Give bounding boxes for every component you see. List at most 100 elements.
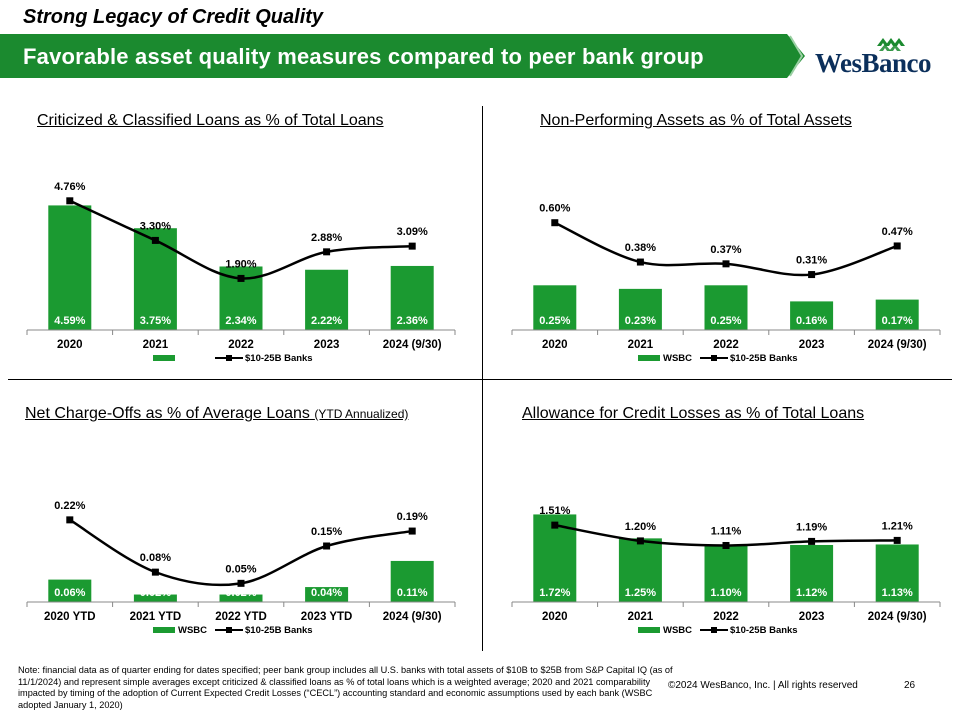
banner-chevron [789, 35, 804, 77]
bar [133, 594, 177, 602]
legend-label: WSBC [663, 353, 692, 364]
x-tick-label: 2021 [143, 339, 169, 351]
bar [875, 299, 919, 330]
chart-title-text: Allowance for Credit Losses as % of Tota… [522, 405, 865, 422]
line-marker [237, 274, 245, 282]
chart-net-charge-offs: 0.06% 0.02% 0.02% 0.04% 0.11% 2020 YTD 2021 YT… [26, 500, 456, 636]
line-data-label: 2.88% [311, 232, 342, 244]
bar [48, 579, 92, 602]
line-marker [66, 197, 74, 205]
line-data-label: 3.09% [397, 226, 428, 238]
bar-data-label: 0.25% [539, 315, 570, 327]
legend-label: WSBC [178, 625, 207, 636]
bar-data-label: 0.25% [710, 315, 741, 327]
line-marker [636, 537, 644, 545]
chart-title-criticized: Criticized & Classified Loans as % of To… [37, 112, 384, 130]
page-title: Favorable asset quality measures compare… [23, 44, 704, 69]
page-number: 26 [904, 680, 916, 691]
line-data-label: 1.11% [711, 525, 742, 537]
legend-swatch-marker [226, 627, 232, 633]
x-tick-label: 2024 (9/30) [868, 611, 927, 623]
chart-non-performing-assets: 0.25% 0.23% 0.25% 0.16% 0.17% 2020 2021 2022 202… [511, 203, 941, 364]
bar-data-label: 1.72% [539, 587, 570, 599]
legend-label: WSBC [663, 625, 692, 636]
chart-subtitle: (YTD Annualized) [314, 407, 409, 421]
line-data-label: 1.21% [882, 520, 913, 532]
bar-data-label: 0.11% [397, 587, 428, 599]
line-data-label: 1.20% [625, 521, 656, 533]
line-marker [551, 219, 559, 227]
legend-swatch-marker [226, 355, 232, 361]
bar [704, 285, 748, 330]
chart-title-text: Net Charge-Offs as % of Average Loans [25, 405, 310, 422]
bar [618, 288, 662, 330]
logo-mark-icon [877, 38, 905, 51]
x-tick-label: 2020 [542, 339, 568, 351]
bar-data-label: 0.04% [311, 587, 342, 599]
x-tick-label: 2023 YTD [301, 611, 353, 623]
line-data-label: 0.60% [539, 203, 570, 215]
line-marker [551, 521, 559, 529]
footnote: Note: financial data as of quarter endin… [18, 665, 673, 710]
line-marker [151, 236, 159, 244]
bar [133, 228, 177, 330]
section-kicker: Strong Legacy of Credit Quality [23, 6, 324, 28]
bar-data-label: 3.75% [140, 315, 171, 327]
line-data-label: 0.19% [397, 511, 428, 523]
x-tick-label: 2023 [314, 339, 340, 351]
bar-data-label: 0.17% [882, 315, 913, 327]
banner-shape [0, 34, 805, 78]
legend-swatch-marker [711, 355, 717, 361]
line-data-label: 0.38% [625, 242, 656, 254]
legend-label: $10-25B Banks [245, 625, 313, 636]
copyright: ©2024 WesBanco, Inc. | All rights reserv… [668, 680, 858, 691]
line-marker [151, 568, 159, 576]
x-tick-label: 2024 (9/30) [383, 339, 442, 351]
bar-data-label: 4.59% [54, 315, 85, 327]
line-marker [237, 579, 245, 587]
bar [390, 560, 434, 602]
chart-title-text: Criticized & Classified Loans as % of To… [37, 112, 384, 129]
bar-data-label: 0.16% [796, 315, 827, 327]
line-marker [808, 537, 816, 545]
x-tick-label: 2024 (9/30) [868, 339, 927, 351]
line-marker [408, 242, 416, 250]
chart-title-text: Non-Performing Assets as % of Total Asse… [540, 112, 852, 129]
x-tick-label: 2024 (9/30) [383, 611, 442, 623]
legend-swatch-bars [638, 627, 660, 633]
line-data-label: 0.37% [710, 244, 741, 256]
line-data-label: 0.15% [311, 526, 342, 538]
bar [305, 587, 349, 602]
line-marker [66, 516, 74, 524]
chart-title-nco: Net Charge-Offs as % of Average Loans (Y… [25, 405, 408, 423]
chart-title-acl: Allowance for Credit Losses as % of Tota… [522, 405, 864, 423]
x-tick-label: 2022 [713, 339, 739, 351]
x-tick-label: 2022 YTD [215, 611, 267, 623]
logo-wordmark: WesBanco [815, 48, 932, 78]
chart-title-npa: Non-Performing Assets as % of Total Asse… [540, 112, 852, 130]
bar-data-label: 2.22% [311, 315, 342, 327]
horizontal-divider [8, 379, 952, 380]
chart-allowance-credit-losses: 1.72% 1.25% 1.10% 1.12% 1.13% 2020 2021 2022 202… [511, 505, 941, 636]
x-tick-label: 2021 YTD [130, 611, 182, 623]
line-data-label: 3.30% [140, 220, 171, 232]
x-tick-label: 2023 [799, 611, 825, 623]
bar [305, 269, 349, 330]
line-marker [323, 248, 331, 256]
x-tick-label: 2020 YTD [44, 611, 96, 623]
legend-label: $10-25B Banks [730, 353, 798, 364]
bar [875, 544, 919, 602]
x-tick-label: 2021 [628, 611, 654, 623]
line-data-label: 1.51% [539, 505, 570, 517]
line-marker [323, 542, 331, 550]
bar-data-label: 1.13% [882, 587, 913, 599]
bar-data-label: 0.23% [625, 315, 656, 327]
line-marker [893, 242, 901, 250]
title-banner [0, 34, 805, 78]
chart-criticized-classified: 4.59% 3.75% 2.34% 2.22% 2.36% 2020 2021 2022 202… [26, 181, 456, 364]
x-tick-label: 2020 [542, 611, 568, 623]
bar [390, 265, 434, 330]
x-tick-label: 2022 [228, 339, 254, 351]
line-data-label: 0.22% [54, 500, 85, 512]
line-marker [722, 541, 730, 549]
